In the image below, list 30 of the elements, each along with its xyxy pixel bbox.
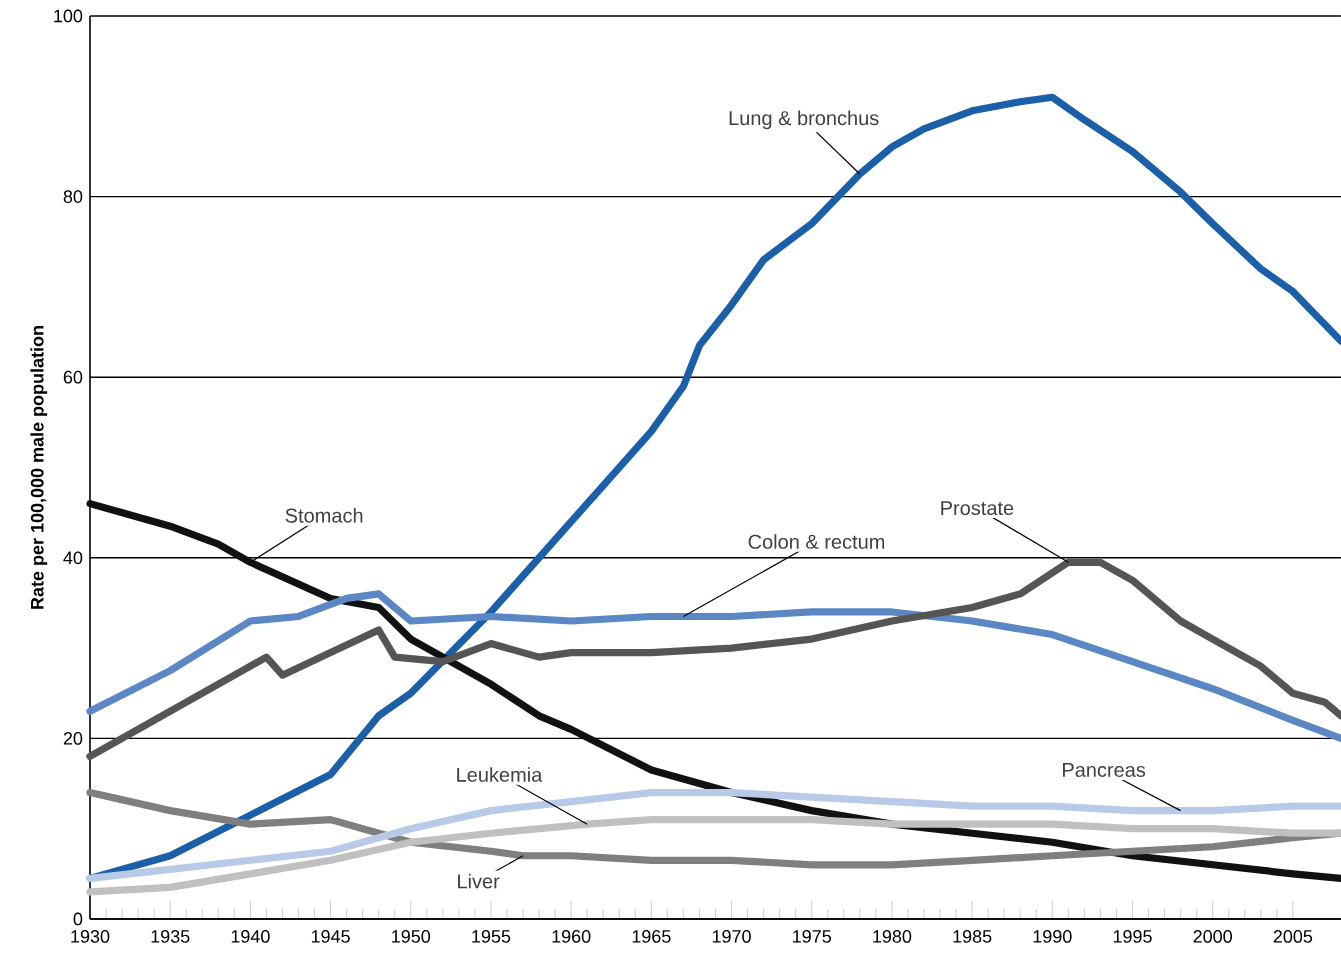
y-tick-label: 60 <box>63 370 83 384</box>
y-tick-label: 100 <box>54 9 83 23</box>
text: Stomach <box>285 508 363 523</box>
y-tick-label: 40 <box>63 551 83 565</box>
x-tick-label: 1965 <box>632 930 671 943</box>
y-tick-label: 0 <box>73 912 83 926</box>
y-tick-label: 20 <box>63 732 83 745</box>
series-label: Lung & bronchus <box>729 110 879 130</box>
y-axis-title: Rate per 100,000 male population <box>30 326 48 609</box>
series-label: Liver <box>458 873 500 889</box>
x-tick-label: 1950 <box>392 930 431 943</box>
x-tick-label: 2005 <box>1273 930 1313 943</box>
text: Leukemia <box>457 767 543 782</box>
x-tick-label: 1995 <box>1113 930 1152 943</box>
x-tick-label: 1945 <box>311 930 350 943</box>
x-tick-label: 1955 <box>472 930 511 943</box>
x-tick-label: 1970 <box>712 930 751 943</box>
x-tick-label: 1975 <box>793 930 831 943</box>
x-tick-label: 1985 <box>953 930 992 943</box>
series-label: Pancreas <box>1063 763 1146 777</box>
text: Colon & rectum <box>748 534 885 549</box>
x-tick-label: 1960 <box>552 930 591 943</box>
x-tick-label: 1980 <box>873 930 912 943</box>
text: Prostate <box>941 501 1014 516</box>
x-tick-label: 1940 <box>231 930 270 943</box>
x-tick-label: 1930 <box>71 930 110 943</box>
x-tick-label: 1935 <box>151 930 190 943</box>
x-tick-label: 1990 <box>1033 930 1072 943</box>
x-tick-label: 2000 <box>1193 930 1232 943</box>
y-tick-label: 80 <box>63 190 83 203</box>
